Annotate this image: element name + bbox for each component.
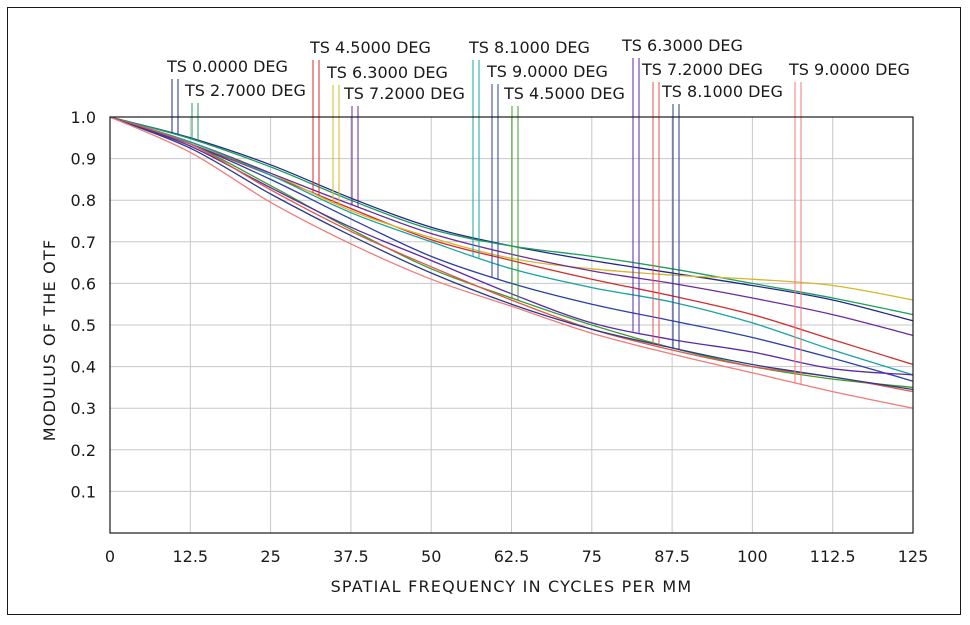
y-tick-label: 0.9	[71, 150, 96, 169]
plot-area	[109, 116, 914, 534]
x-tick-label: 87.5	[654, 547, 690, 566]
x-tick-label: 25	[260, 547, 280, 566]
x-tick-label: 75	[582, 547, 602, 566]
y-tick-label: 0.6	[71, 274, 96, 293]
field-label: TS 9.0000 DEG	[486, 62, 608, 81]
x-axis-title: SPATIAL FREQUENCY IN CYCLES PER MM	[331, 577, 693, 596]
field-label: TS 4.5000 DEG	[309, 38, 431, 57]
y-tick-labels: 0.1 0.2 0.3 0.4 0.5 0.6 0.7 0.8 0.9 1.0	[71, 108, 96, 501]
x-tick-labels: 0 12.5 25 37.5 50 62.5 75 87.5 100 112.5 125	[105, 547, 928, 566]
y-tick-label: 0.2	[71, 441, 96, 460]
field-label: TS 7.2000 DEG	[641, 60, 763, 79]
field-label: TS 8.1000 DEG	[661, 82, 783, 101]
y-tick-label: 0.3	[71, 399, 96, 418]
field-label: TS 8.1000 DEG	[468, 38, 590, 57]
y-tick-label: 0.8	[71, 191, 96, 210]
y-tick-label: 0.7	[71, 233, 96, 252]
x-tick-label: 112.5	[810, 547, 856, 566]
y-tick-label: 0.1	[71, 482, 96, 501]
series-curve-9	[109, 116, 914, 393]
field-label: TS 9.0000 DEG	[788, 60, 910, 79]
leader-lines	[171, 58, 802, 385]
y-tick-label: 0.4	[71, 358, 96, 377]
field-label: TS 7.2000 DEG	[343, 84, 465, 103]
x-tick-label: 0	[105, 547, 115, 566]
field-labels: TS 0.0000 DEG TS 2.7000 DEG TS 4.5000 DEG T…	[166, 36, 910, 103]
field-label: TS 4.5000 DEG	[503, 84, 625, 103]
x-tick-label: 37.5	[333, 547, 369, 566]
x-tick-label: 12.5	[172, 547, 208, 566]
field-label: TS 6.3000 DEG	[326, 63, 448, 82]
x-tick-label: 50	[421, 547, 441, 566]
field-label: TS 6.3000 DEG	[621, 36, 743, 55]
y-tick-label: 0.5	[71, 316, 96, 335]
chart-frame	[7, 7, 961, 615]
y-tick-label: 1.0	[71, 108, 96, 127]
x-tick-label: 125	[898, 547, 929, 566]
series-curve-11	[109, 116, 914, 409]
series-curve-10	[109, 116, 914, 391]
field-label: TS 2.7000 DEG	[184, 81, 306, 100]
y-axis-title: MODULUS OF THE OTF	[40, 239, 59, 442]
x-tick-label: 62.5	[494, 547, 530, 566]
x-tick-label: 100	[737, 547, 768, 566]
field-label: TS 0.0000 DEG	[166, 57, 288, 76]
